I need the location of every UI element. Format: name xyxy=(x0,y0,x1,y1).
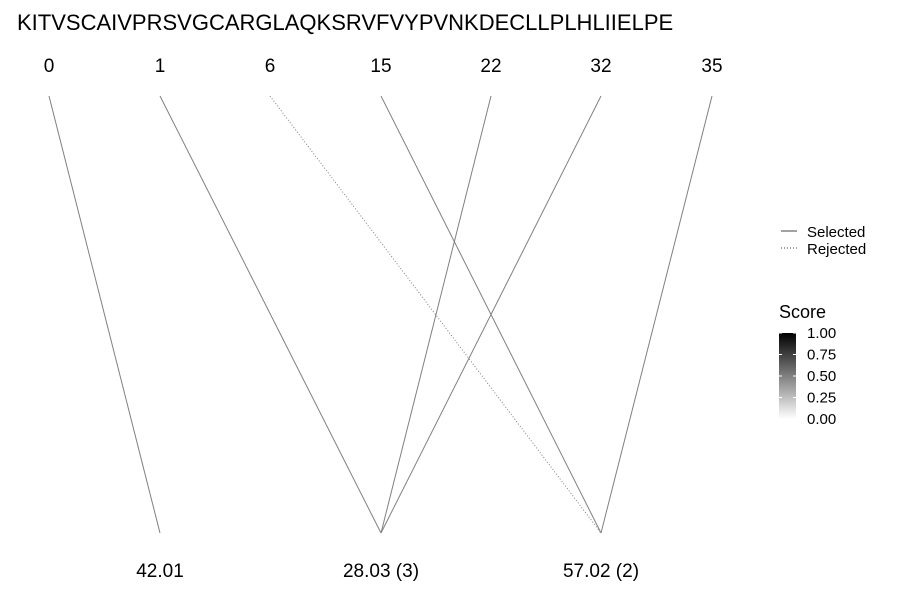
top-position-label: 6 xyxy=(265,56,276,77)
link-selected xyxy=(380,95,492,534)
bottom-mass-labels: 42.01 28.03 (3) 57.02 (2) xyxy=(136,561,639,582)
link-selected xyxy=(600,95,713,534)
bottom-mass-label: 42.01 xyxy=(136,561,184,582)
top-position-label: 32 xyxy=(590,56,611,77)
score-tick-label: 0.00 xyxy=(807,411,836,428)
match-links xyxy=(48,95,713,534)
top-position-labels: 0 1 6 15 22 32 35 xyxy=(44,56,723,77)
bottom-mass-label: 28.03 (3) xyxy=(343,561,419,582)
top-position-label: 0 xyxy=(44,56,55,77)
sequence-title: KITVSCAIVPRSVGCARGLAQKSRVFVYPVNKDECLLPLH… xyxy=(17,10,673,35)
top-position-label: 15 xyxy=(370,56,391,77)
top-position-label: 22 xyxy=(480,56,501,77)
score-colorbar xyxy=(779,333,796,419)
link-rejected xyxy=(269,95,602,534)
link-selected xyxy=(48,95,161,534)
link-selected xyxy=(380,95,602,534)
link-selected xyxy=(159,95,382,534)
score-ticks: 1.00 0.75 0.50 0.25 0.00 xyxy=(779,325,836,428)
score-tick-label: 0.75 xyxy=(807,347,836,364)
score-tick-label: 1.00 xyxy=(807,325,836,342)
score-legend-title: Score xyxy=(779,302,826,322)
score-tick-label: 0.25 xyxy=(807,390,836,407)
top-position-label: 35 xyxy=(701,56,722,77)
bottom-mass-label: 57.02 (2) xyxy=(563,561,639,582)
legend-selected-label: Selected xyxy=(807,224,865,241)
score-tick-label: 0.50 xyxy=(807,368,836,385)
score-colorbar-legend: Score 1.00 0.75 0.50 0.25 0.00 xyxy=(779,302,836,428)
legend-rejected-label: Rejected xyxy=(807,241,866,258)
top-position-label: 1 xyxy=(155,56,166,77)
linetype-legend: Selected Rejected xyxy=(781,224,866,258)
